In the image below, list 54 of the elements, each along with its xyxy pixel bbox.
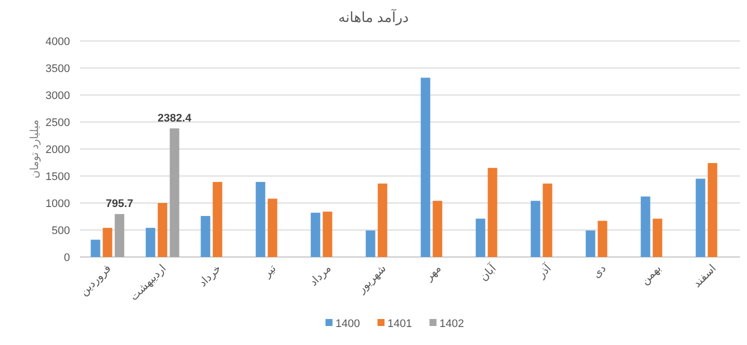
bar: [256, 182, 266, 257]
x-tick-label: شهریور: [355, 262, 389, 296]
bar: [696, 178, 706, 257]
data-label: 795.7: [106, 198, 134, 210]
x-tick-label: خرداد: [196, 262, 224, 290]
x-tick-label: آبان: [476, 260, 500, 284]
y-tick-label: 2000: [46, 144, 70, 156]
bar: [322, 212, 332, 257]
legend-label: 1401: [388, 318, 412, 330]
y-tick-label: 2500: [46, 117, 70, 129]
bar: [378, 184, 388, 257]
bar: [212, 182, 222, 257]
bar: [598, 220, 608, 257]
legend-label: 1400: [336, 318, 360, 330]
bar: [200, 216, 210, 257]
y-axis-title: میلیارد تومان: [29, 119, 41, 178]
bar: [114, 214, 124, 257]
x-tick-label: تیر: [260, 262, 279, 281]
x-tick-label: اردیبهشت: [128, 262, 169, 304]
bar: [268, 198, 278, 257]
bar: [530, 200, 540, 257]
bar: [586, 230, 596, 257]
bar: [366, 230, 376, 257]
y-tick-label: 1000: [46, 198, 70, 210]
x-tick-label: مهر: [422, 262, 444, 284]
bar: [420, 78, 430, 257]
x-tick-label: بهمن: [638, 262, 664, 288]
y-tick-label: 3500: [46, 63, 70, 75]
bar: [310, 212, 320, 257]
bar: [146, 228, 156, 257]
y-tick-label: 3000: [46, 90, 70, 102]
bar: [476, 218, 486, 257]
x-tick-label: فروردین: [78, 262, 114, 298]
bar: [90, 240, 100, 257]
x-tick-label: اسفند: [691, 262, 719, 290]
bar: [158, 203, 168, 257]
bar: [640, 196, 650, 257]
bar: [542, 184, 552, 257]
y-tick-label: 500: [52, 225, 70, 237]
bar: [488, 168, 498, 257]
legend-label: 1402: [440, 318, 464, 330]
x-tick-label: مرداد: [308, 262, 334, 289]
x-tick-label: آذر: [534, 260, 554, 282]
data-label: 2382.4: [158, 112, 192, 124]
x-tick-label: دی: [590, 262, 609, 281]
y-tick-label: 0: [64, 252, 70, 264]
bar: [652, 218, 662, 257]
bar: [432, 200, 442, 257]
y-tick-label: 1500: [46, 171, 70, 183]
bar: [170, 128, 180, 257]
bar: [102, 228, 112, 257]
bar: [708, 163, 718, 257]
y-tick-label: 4000: [46, 36, 70, 48]
chart-title: درآمد ماهانه: [338, 8, 409, 26]
